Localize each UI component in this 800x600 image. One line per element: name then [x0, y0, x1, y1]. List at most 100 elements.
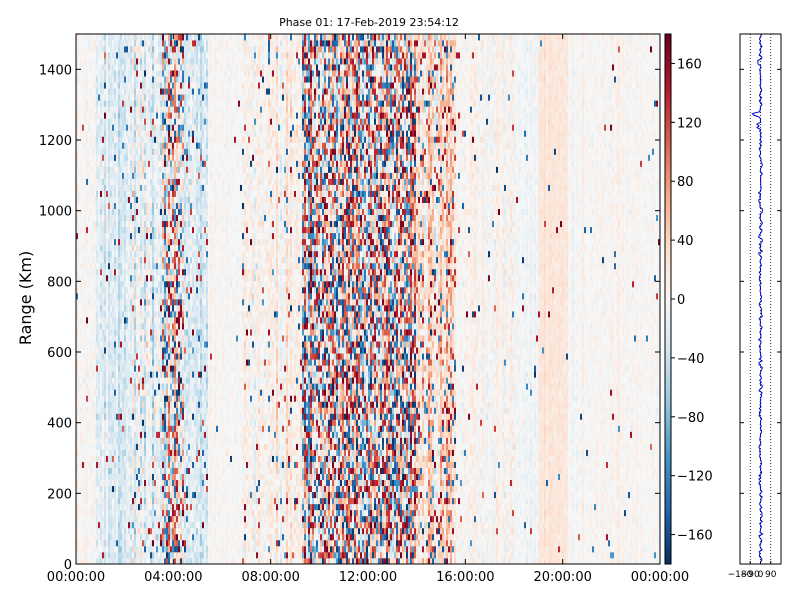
heatmap-cell [102, 208, 105, 216]
heatmap-cell [96, 335, 99, 342]
heatmap-cell [158, 34, 161, 41]
heatmap-cell [120, 262, 123, 270]
heatmap-cell [140, 82, 143, 89]
heatmap-cell [174, 106, 177, 113]
heatmap-cell [90, 473, 93, 481]
heatmap-cell [174, 250, 177, 258]
heatmap-cell [88, 88, 91, 95]
heatmap-cell [126, 557, 129, 565]
heatmap-cell [106, 118, 109, 125]
heatmap-cell [160, 280, 163, 288]
heatmap-cell [102, 82, 105, 89]
heatmap-cell [180, 341, 183, 348]
heatmap-cell [160, 329, 163, 336]
heatmap-cell [84, 292, 87, 300]
heatmap-cell [84, 40, 87, 47]
heatmap-cell [120, 473, 123, 481]
heatmap-cell [96, 491, 99, 499]
heatmap-cell [132, 268, 135, 276]
heatmap-cell [108, 238, 111, 246]
heatmap-cell [130, 118, 133, 125]
heatmap-cell [84, 395, 87, 402]
heatmap-cell [92, 407, 95, 414]
heatmap-cell [112, 389, 115, 396]
heatmap-cell [142, 299, 145, 306]
heatmap-cell [164, 232, 167, 240]
heatmap-cell [114, 208, 117, 216]
heatmap-cell [82, 196, 85, 203]
heatmap-cell [116, 509, 119, 517]
heatmap-cell [126, 208, 129, 216]
heatmap-cell [138, 521, 141, 529]
heatmap-cell [116, 106, 119, 113]
heatmap-cell [172, 262, 175, 270]
heatmap-cell [130, 88, 133, 95]
heatmap-cell [78, 58, 81, 65]
heatmap-cell [114, 557, 117, 565]
heatmap-cell [108, 88, 111, 95]
heatmap-cell [140, 196, 143, 203]
heatmap-cell [100, 425, 103, 432]
heatmap-cell [160, 515, 163, 523]
heatmap-cell [108, 208, 111, 216]
heatmap-cell [98, 226, 101, 234]
heatmap-cell [108, 76, 111, 83]
heatmap-cell [122, 94, 125, 101]
heatmap-cell [150, 479, 153, 487]
heatmap-cell [174, 305, 177, 312]
heatmap-cell [118, 238, 121, 246]
heatmap-cell [128, 437, 131, 444]
heatmap-cell [178, 521, 181, 529]
heatmap-cell [100, 184, 103, 191]
heatmap-cell [122, 473, 125, 481]
heatmap-cell [106, 299, 109, 306]
heatmap-cell [98, 515, 101, 523]
heatmap-cell [164, 449, 167, 456]
heatmap-cell [142, 238, 145, 246]
heatmap-cell [120, 292, 123, 300]
heatmap-cell [78, 479, 81, 487]
heatmap-cell [142, 184, 145, 191]
heatmap-cell [136, 383, 139, 390]
heatmap-cell [180, 148, 183, 155]
heatmap-cell [108, 521, 111, 529]
heatmap-cell [150, 178, 153, 185]
heatmap-cell [84, 268, 87, 276]
heatmap-cell [88, 82, 91, 89]
heatmap-cell [146, 365, 149, 372]
heatmap-cell [78, 299, 81, 306]
heatmap-cell [94, 467, 97, 475]
heatmap-cell [154, 443, 157, 450]
heatmap-cell [110, 485, 113, 493]
heatmap-cell [178, 166, 181, 173]
heatmap-cell [166, 112, 169, 119]
heatmap-cell [182, 160, 185, 167]
heatmap-cell [164, 70, 167, 77]
heatmap-cell [86, 329, 89, 336]
heatmap-cell [144, 286, 147, 294]
heatmap-cell [160, 479, 163, 487]
heatmap-cell [90, 443, 93, 450]
heatmap-cell [88, 292, 91, 300]
heatmap-cell [148, 280, 151, 288]
heatmap-cell [98, 106, 101, 113]
heatmap-cell [180, 178, 183, 185]
heatmap-cell [164, 226, 167, 234]
heatmap-cell [156, 521, 159, 529]
heatmap-cell [156, 491, 159, 499]
heatmap-cell [94, 449, 97, 456]
heatmap-cell [142, 172, 145, 179]
heatmap-cell [138, 533, 141, 541]
heatmap-cell [152, 124, 155, 131]
heatmap-cell [116, 148, 119, 155]
heatmap-cell [168, 40, 171, 47]
heatmap-cell [122, 286, 125, 294]
heatmap-cell [148, 551, 151, 559]
heatmap-cell [186, 208, 189, 216]
heatmap-cell [126, 46, 129, 53]
heatmap-cell [146, 305, 149, 312]
heatmap-cell [166, 425, 169, 432]
heatmap-cell [132, 124, 135, 131]
heatmap-cell [82, 383, 85, 390]
heatmap-cell [76, 220, 79, 228]
